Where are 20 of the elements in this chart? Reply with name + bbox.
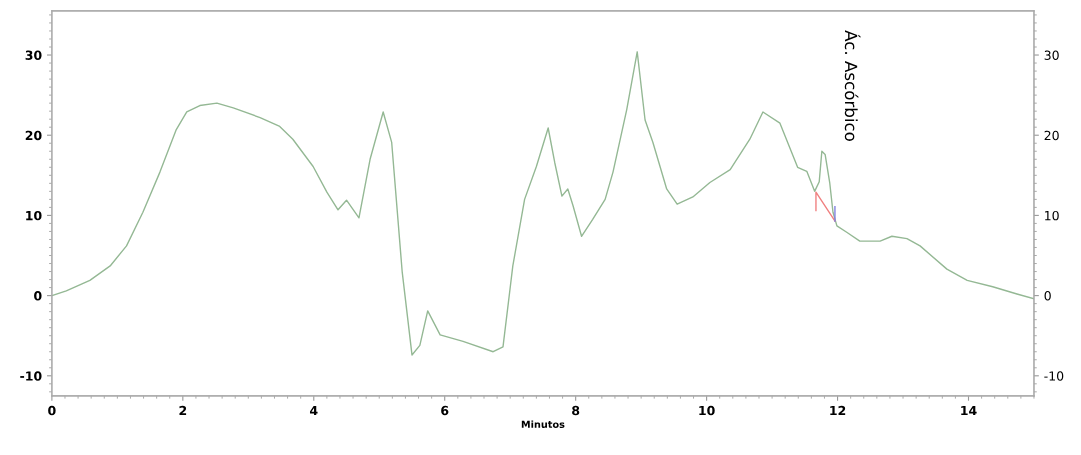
y-tick-label: 30 bbox=[25, 50, 42, 60]
x-tick-label: 14 bbox=[961, 405, 977, 416]
x-axis-title: Minutos bbox=[521, 420, 565, 428]
x-tick-label: 2 bbox=[179, 405, 187, 416]
x-tick-label: 10 bbox=[699, 405, 715, 416]
y2-tick-label: 30 bbox=[1044, 50, 1059, 60]
x-tick-label: 4 bbox=[309, 405, 318, 416]
y-tick-label: 0 bbox=[34, 291, 42, 301]
y2-tick-label: -10 bbox=[1044, 371, 1064, 381]
y-tick-label: -10 bbox=[20, 371, 42, 381]
y2-tick-label: 20 bbox=[1044, 130, 1059, 141]
y2-tick-label: 0 bbox=[1044, 291, 1051, 301]
y2-tick-label: 10 bbox=[1045, 210, 1059, 221]
x-tick-label: 0 bbox=[48, 405, 56, 416]
annotation: Ác. Ascórbico bbox=[844, 30, 861, 141]
y-tick-label: 10 bbox=[26, 210, 42, 221]
x-tick-label: 6 bbox=[441, 405, 449, 416]
x-tick-label: 12 bbox=[830, 405, 846, 416]
x-tick-label: 8 bbox=[572, 405, 580, 416]
y-tick-label: 20 bbox=[25, 130, 42, 141]
